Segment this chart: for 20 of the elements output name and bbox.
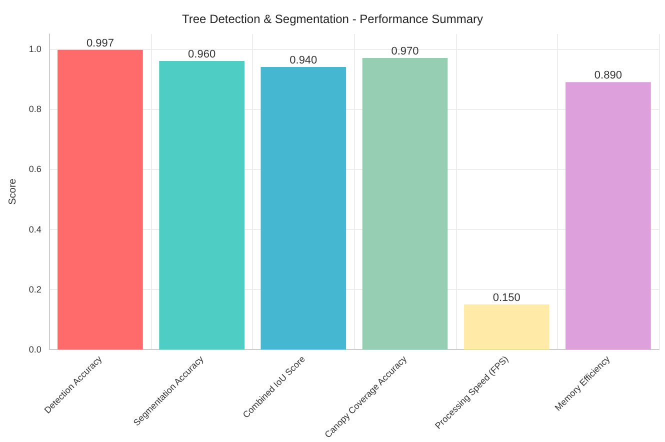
data-label: 0.997 xyxy=(86,37,114,50)
y-axis-title: Score xyxy=(8,178,18,205)
bar xyxy=(464,304,550,350)
data-label: 0.970 xyxy=(391,46,419,58)
bar xyxy=(260,67,346,350)
data-label: 0.890 xyxy=(594,70,622,82)
chart-title: Tree Detection & Segmentation - Performance Summary xyxy=(182,12,484,26)
data-label: 0.940 xyxy=(290,54,318,67)
y-tick-label: 0.6 xyxy=(28,164,42,174)
bar xyxy=(159,61,244,350)
y-tick-label: 0.2 xyxy=(28,284,42,294)
y-tick-label: 0.0 xyxy=(28,344,42,354)
data-label: 0.150 xyxy=(492,292,520,304)
y-tick-label: 0.4 xyxy=(28,224,42,234)
bar xyxy=(58,50,143,350)
bar xyxy=(362,58,448,350)
data-label: 0.960 xyxy=(188,48,216,61)
bar xyxy=(566,82,651,350)
y-tick-label: 0.8 xyxy=(28,104,42,114)
y-tick-label: 1.0 xyxy=(28,44,42,54)
